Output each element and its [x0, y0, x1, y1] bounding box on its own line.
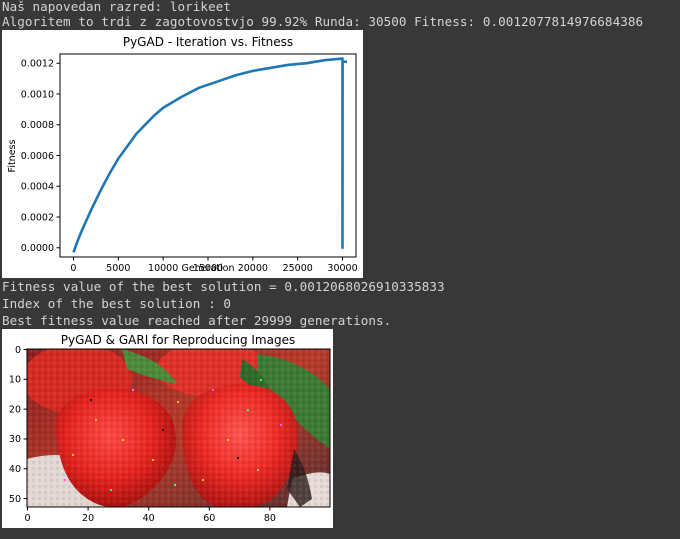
image-x-tick-label: 0 — [24, 513, 30, 524]
x-tick-label: 30000 — [327, 263, 357, 274]
y-tick-label: 0.0010 — [21, 89, 54, 100]
y-axis-label: Fitness — [7, 140, 18, 173]
x-tick-label: 25000 — [283, 263, 313, 274]
y-tick-label: 0.0012 — [21, 59, 54, 70]
fitness-chart-svg: PyGAD - Iteration vs. Fitness 0 5000 10000… — [7, 35, 358, 274]
x-axis-ticks: 0 5000 10000 15000 20000 25000 30000 — [70, 257, 358, 274]
image-axes-frame — [26, 348, 331, 508]
reproduced-strawberry-image — [27, 349, 330, 507]
image-plot-svg: PyGAD & GARI for Reproducing Images — [9, 333, 331, 524]
y-tick-label: 0.0004 — [21, 182, 54, 193]
image-y-tick-label: 10 — [9, 375, 21, 386]
confidence-line: Algoritem to trdi z zagotovostvjo 99.92%… — [2, 14, 644, 29]
y-tick-label: 0.0000 — [21, 243, 54, 254]
chart-title: PyGAD - Iteration vs. Fitness — [123, 35, 293, 49]
best-index-line: Index of the best solution : 0 — [2, 296, 231, 311]
fitness-series-line — [72, 57, 347, 253]
image-plot: PyGAD & GARI for Reproducing Images — [2, 329, 333, 528]
x-tick-label: 0 — [70, 263, 76, 274]
image-x-tick-label: 40 — [143, 513, 155, 524]
predicted-class-line: Naš napovedan razred: lorikeet — [2, 0, 231, 14]
y-tick-label: 0.0008 — [21, 120, 54, 131]
image-y-ticks: 0 10 20 30 40 50 — [9, 345, 27, 505]
image-x-ticks: 0 20 40 60 80 — [24, 507, 276, 524]
image-y-tick-label: 30 — [9, 434, 21, 445]
image-title: PyGAD & GARI for Reproducing Images — [61, 333, 295, 347]
x-axis-label: Generation — [182, 263, 235, 274]
x-tick-label: 5000 — [106, 263, 130, 274]
x-tick-label: 10000 — [148, 263, 178, 274]
y-tick-label: 0.0006 — [21, 151, 54, 162]
fitness-chart: PyGAD - Iteration vs. Fitness 0 5000 10000… — [2, 30, 363, 278]
image-x-tick-label: 80 — [264, 513, 276, 524]
image-y-tick-label: 20 — [9, 404, 21, 415]
image-y-tick-label: 50 — [9, 494, 21, 505]
image-x-tick-label: 60 — [203, 513, 215, 524]
image-y-tick-label: 0 — [15, 345, 21, 356]
image-x-tick-label: 20 — [82, 513, 94, 524]
y-tick-label: 0.0002 — [21, 212, 54, 223]
y-axis-ticks: 0.0000 0.0002 0.0004 0.0006 0.0008 0.0010 0.00… — [21, 59, 60, 254]
image-y-tick-label: 40 — [9, 464, 21, 475]
x-tick-label: 20000 — [238, 263, 268, 274]
x-tick-label: 15000 — [193, 263, 223, 274]
best-fitness-line: Fitness value of the best solution = 0.0… — [2, 279, 445, 294]
generations-line: Best fitness value reached after 29999 g… — [2, 313, 392, 328]
